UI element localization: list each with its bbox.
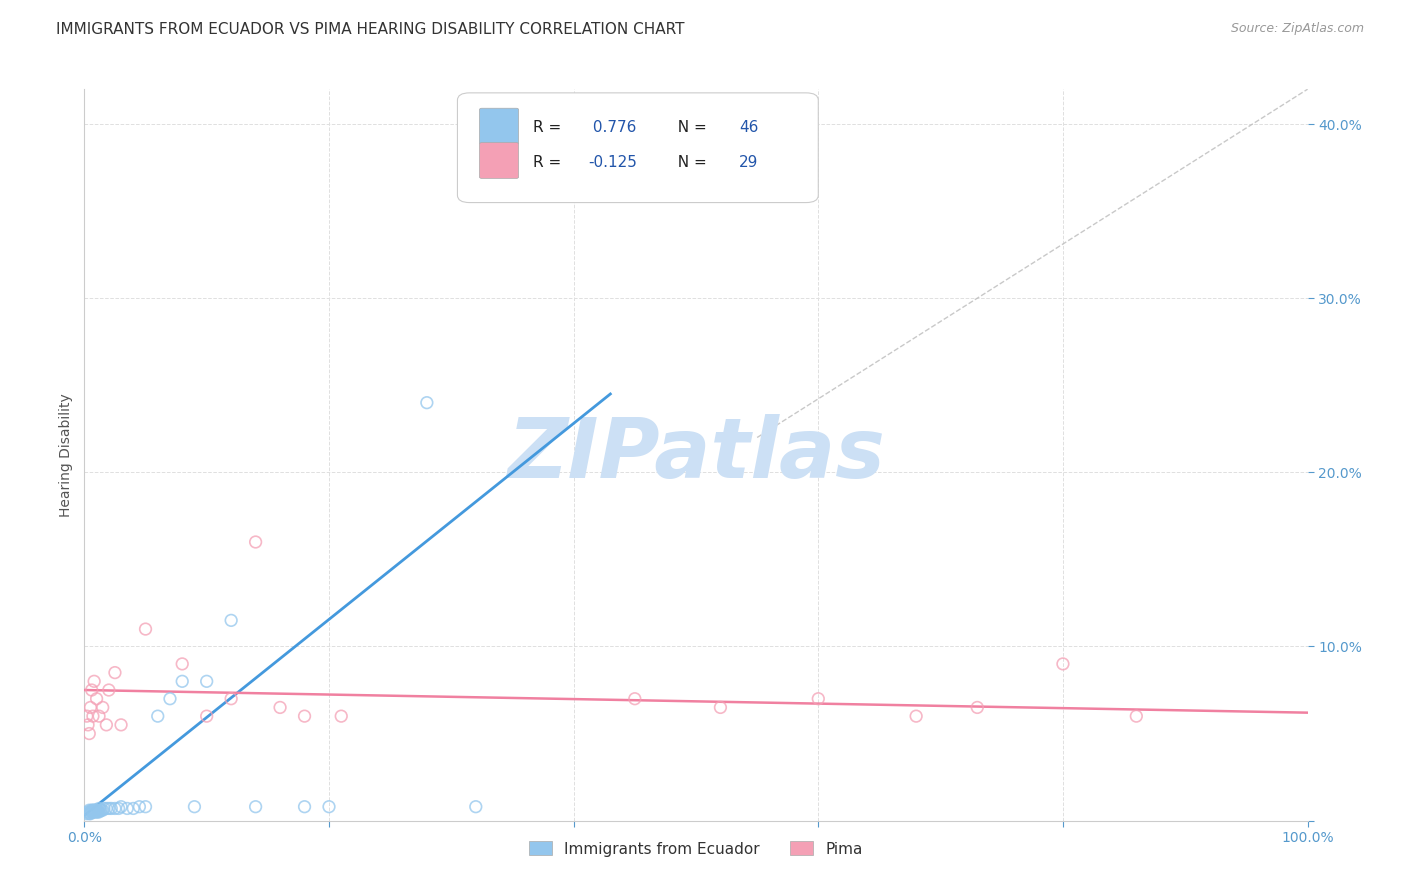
Point: [709, 700, 731, 714]
Point: [87, 709, 110, 723]
Text: N =: N =: [668, 120, 711, 136]
Point: [318, 799, 340, 814]
Point: [115, 801, 138, 815]
Point: [79, 806, 101, 821]
Point: [183, 799, 205, 814]
Point: [77, 805, 100, 819]
Point: [128, 799, 150, 814]
Point: [77, 803, 100, 817]
Y-axis label: Hearing Disability: Hearing Disability: [59, 393, 73, 516]
FancyBboxPatch shape: [479, 108, 519, 144]
Point: [87, 805, 110, 819]
Text: Source: ZipAtlas.com: Source: ZipAtlas.com: [1230, 22, 1364, 36]
Point: [159, 691, 181, 706]
Text: R =: R =: [533, 120, 567, 136]
Point: [83, 805, 105, 819]
Point: [86, 803, 108, 817]
Point: [1125, 709, 1147, 723]
Point: [1052, 657, 1074, 671]
Point: [89, 803, 111, 817]
Point: [110, 718, 132, 732]
Point: [76, 806, 98, 821]
Point: [269, 700, 291, 714]
Text: R =: R =: [533, 155, 567, 169]
Point: [294, 709, 316, 723]
Point: [219, 691, 242, 706]
Point: [77, 806, 100, 821]
Point: [76, 709, 98, 723]
Text: 0.776: 0.776: [588, 120, 637, 136]
Point: [464, 799, 486, 814]
Point: [905, 709, 928, 723]
Point: [83, 674, 105, 689]
Legend: Immigrants from Ecuador, Pima: Immigrants from Ecuador, Pima: [522, 834, 870, 864]
Point: [172, 674, 194, 689]
Point: [77, 726, 100, 740]
Text: 29: 29: [738, 155, 758, 169]
Point: [330, 709, 353, 723]
Point: [97, 801, 120, 815]
Point: [966, 700, 988, 714]
Point: [91, 700, 114, 714]
Point: [97, 683, 120, 698]
Point: [93, 801, 115, 815]
Point: [624, 691, 647, 706]
Point: [416, 395, 439, 409]
Point: [135, 622, 157, 636]
Point: [294, 799, 316, 814]
Text: N =: N =: [668, 155, 711, 169]
Point: [90, 803, 112, 817]
Point: [80, 805, 103, 819]
Point: [135, 799, 157, 814]
Point: [96, 801, 118, 815]
Text: -0.125: -0.125: [588, 155, 637, 169]
Point: [245, 535, 267, 549]
Point: [86, 691, 108, 706]
Point: [77, 718, 100, 732]
Point: [104, 801, 127, 815]
Point: [79, 805, 101, 819]
Point: [96, 718, 118, 732]
Point: [86, 805, 108, 819]
Point: [84, 803, 107, 817]
Text: IMMIGRANTS FROM ECUADOR VS PIMA HEARING DISABILITY CORRELATION CHART: IMMIGRANTS FROM ECUADOR VS PIMA HEARING …: [56, 22, 685, 37]
Point: [87, 801, 110, 815]
Point: [146, 709, 169, 723]
Point: [110, 799, 132, 814]
Text: ZIPatlas: ZIPatlas: [508, 415, 884, 495]
Point: [80, 683, 103, 698]
Point: [599, 126, 621, 140]
Point: [807, 691, 830, 706]
Point: [91, 803, 114, 817]
Point: [87, 805, 110, 819]
Point: [100, 801, 122, 815]
Text: 46: 46: [738, 120, 758, 136]
Point: [87, 803, 110, 817]
FancyBboxPatch shape: [479, 143, 519, 178]
Point: [79, 700, 101, 714]
Point: [104, 665, 127, 680]
Point: [82, 805, 104, 819]
Point: [219, 613, 242, 627]
Point: [83, 803, 105, 817]
Point: [245, 799, 267, 814]
Point: [84, 805, 107, 819]
Point: [195, 709, 218, 723]
Point: [107, 801, 129, 815]
Point: [122, 801, 145, 815]
FancyBboxPatch shape: [457, 93, 818, 202]
Point: [82, 803, 104, 817]
Point: [195, 674, 218, 689]
Point: [82, 709, 104, 723]
Point: [172, 657, 194, 671]
Point: [80, 803, 103, 817]
